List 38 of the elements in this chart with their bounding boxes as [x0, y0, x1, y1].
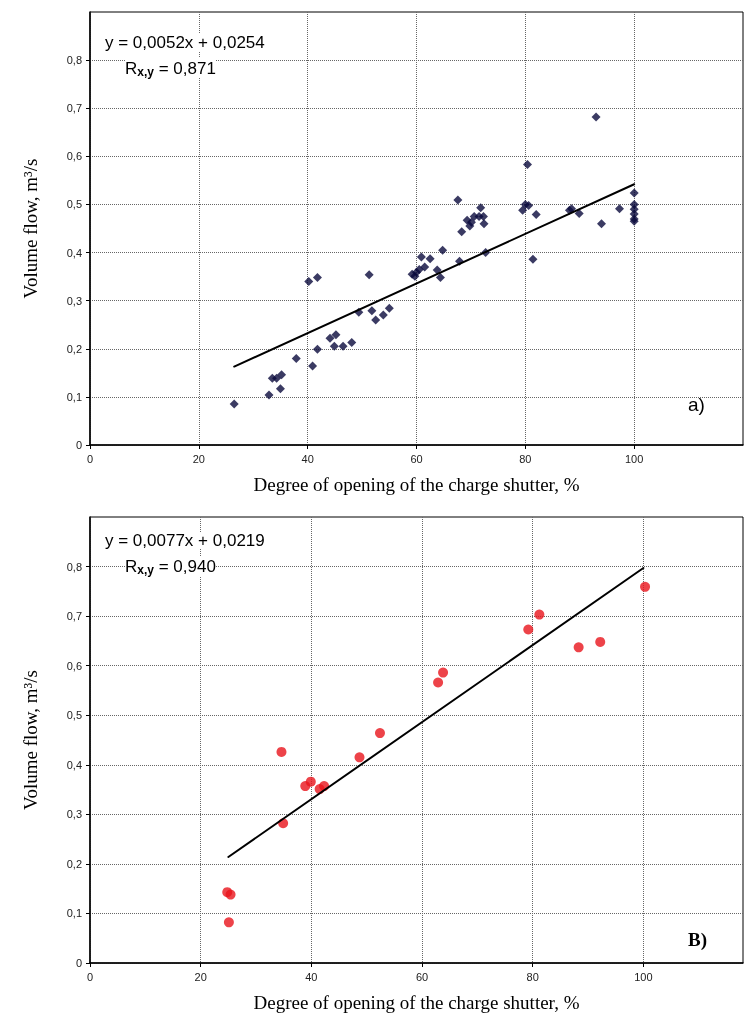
- annotation: y = 0,0052x + 0,0254: [105, 33, 265, 52]
- annotation: B): [688, 929, 707, 951]
- y-tick-label: 0,6: [66, 659, 82, 672]
- y-axis-title: Volume flow, m³/s: [20, 670, 41, 810]
- x-tick-label: 20: [194, 970, 207, 983]
- x-axis-title: Degree of opening of the charge shutter, %: [253, 474, 580, 495]
- y-tick-label: 0,8: [66, 560, 82, 573]
- y-tick-label: 0: [75, 439, 82, 451]
- x-tick-label: 80: [526, 970, 539, 983]
- x-tick-label: 60: [415, 970, 429, 983]
- x-tick-label: 0: [86, 970, 94, 983]
- y-tick-label: 0,2: [66, 857, 82, 870]
- y-tick-label: 0,5: [66, 709, 82, 722]
- x-tick-label: 20: [192, 452, 205, 465]
- y-tick-label: 0,2: [66, 342, 82, 355]
- y-tick-label: 0: [75, 957, 82, 969]
- x-tick-label: 40: [305, 970, 318, 983]
- annotation: a): [688, 394, 705, 415]
- x-tick-label: 0: [86, 452, 94, 465]
- y-tick-label: 0,8: [66, 54, 82, 67]
- y-tick-label: 0,5: [66, 198, 82, 211]
- y-tick-label: 0,1: [66, 907, 82, 920]
- y-tick-label: 0,6: [66, 150, 82, 163]
- y-tick-label: 0,4: [66, 246, 82, 259]
- y-tick-label: 0,3: [66, 294, 82, 307]
- x-tick-label: 60: [410, 452, 423, 465]
- y-tick-label: 0,3: [66, 808, 82, 821]
- annotation: y = 0,0077x + 0,0219: [105, 531, 265, 550]
- x-tick-label: 100: [624, 452, 644, 465]
- y-tick-label: 0,7: [66, 102, 82, 115]
- x-tick-label: 80: [519, 452, 532, 465]
- y-axis-title: Volume flow, m³/s: [20, 158, 41, 299]
- x-tick-label: 100: [634, 970, 653, 983]
- y-tick-label: 0,1: [66, 390, 82, 403]
- x-tick-label: 40: [301, 452, 314, 465]
- y-tick-label: 0,4: [66, 758, 82, 771]
- y-tick-label: 0,7: [66, 610, 82, 623]
- x-axis-title: Degree of opening of the charge shutter, %: [253, 992, 580, 1013]
